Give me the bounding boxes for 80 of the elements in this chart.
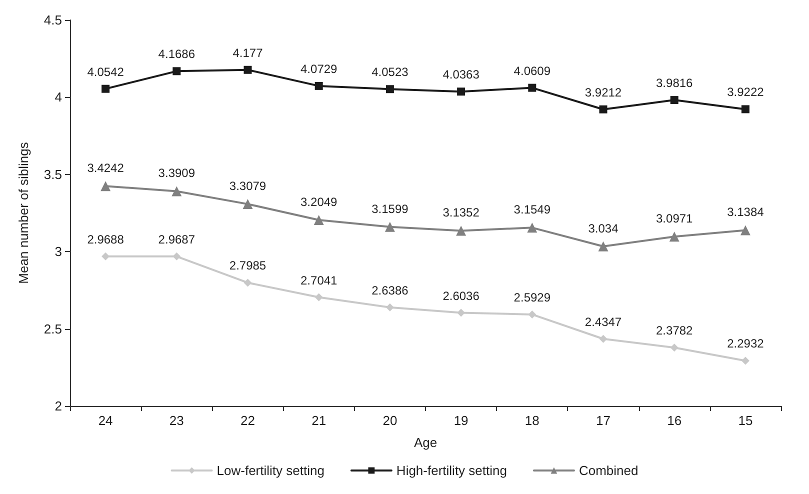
point [172,252,181,260]
data-label: 4.0523 [372,65,409,80]
x-tick-label: 17 [596,413,610,428]
x-tick-label: 18 [524,413,540,428]
point [670,344,678,352]
data-label: 2.6386 [372,283,409,298]
point [314,293,323,302]
point [244,278,252,287]
y-tick-label: 4.5 [44,12,62,28]
y-tick-label: 3.5 [44,166,62,182]
x-tick-label: 24 [98,413,113,428]
point [457,308,466,317]
data-label: 2.2932 [727,336,764,351]
data-label: 2.6036 [442,288,480,303]
x-tick-label: 16 [667,413,682,428]
data-label: 3.1384 [727,205,764,220]
point [741,356,750,365]
x-tick-label: 22 [240,413,255,428]
data-label: 4.0729 [300,62,338,76]
data-label: 3.034 [588,221,619,236]
x-tick-label: 19 [454,413,468,428]
point [599,105,608,114]
point [528,84,536,92]
data-label: 3.2049 [300,194,338,209]
point [527,222,538,233]
point [244,66,252,74]
data-label: 3.3079 [229,179,266,194]
data-label: 3.9212 [584,85,622,100]
point [172,186,182,196]
data-label: 4.0542 [87,64,124,79]
y-tick-label: 3 [54,244,62,260]
data-label: 4.1686 [158,47,196,62]
data-label: 3.1599 [372,202,409,216]
data-label: 2.4347 [584,314,622,329]
point [740,225,750,236]
point [741,105,750,114]
point [384,222,395,232]
legend-label: Combined [578,463,638,478]
point [598,241,608,252]
data-label: 3.3909 [158,166,196,180]
x-axis-title: Age [414,435,438,450]
data-label: 4.0609 [514,64,551,78]
point [242,199,253,210]
data-label: 2.3782 [656,324,694,338]
data-label: 2.9688 [87,232,124,246]
data-label: 2.7985 [229,258,266,273]
data-label: 3.4242 [87,161,124,176]
legend-label: High-fertility setting [396,463,507,478]
legend-label: Low-fertility setting [216,463,324,478]
data-label: 4.177 [232,46,264,60]
point [102,84,110,93]
x-tick-label: 20 [382,413,398,428]
x-tick-label: 21 [312,413,326,428]
point [386,85,394,94]
data-label: 3.9222 [727,85,764,100]
point [386,303,394,312]
y-axis-title: Mean number of siblings [16,142,31,284]
point [669,232,680,242]
y-tick-label: 2 [54,398,62,414]
data-label: 4.0363 [442,68,480,82]
point [457,88,466,96]
point [172,67,181,76]
y-tick-label: 4 [54,90,62,105]
point [314,214,324,225]
data-label: 3.1352 [442,206,480,220]
point [599,334,608,343]
point [670,96,678,104]
y-tick-label: 2.5 [44,321,62,336]
x-tick-label: 15 [738,413,753,428]
point [456,226,466,236]
data-label: 3.1549 [514,202,551,217]
point [100,181,111,192]
data-label: 3.0971 [656,212,694,226]
x-tick-label: 23 [169,413,184,428]
data-label: 3.9816 [656,76,694,90]
data-label: 2.7041 [300,273,338,288]
point [314,82,323,90]
data-label: 2.9687 [158,232,196,246]
data-label: 2.5929 [514,290,551,304]
point [528,310,536,318]
